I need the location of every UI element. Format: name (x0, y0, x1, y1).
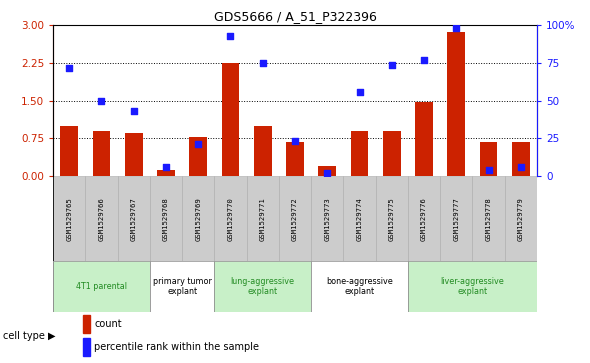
Bar (440, 176, 473, 261)
Text: GSM1529767: GSM1529767 (131, 197, 137, 241)
Text: GSM1529773: GSM1529773 (324, 197, 330, 241)
Bar (473, 176, 504, 261)
Bar (157, 170, 175, 176)
Bar (383, 131, 401, 176)
Title: GDS5666 / A_51_P322396: GDS5666 / A_51_P322396 (214, 10, 376, 23)
Bar (182, 176, 214, 261)
Text: count: count (94, 319, 122, 330)
Bar (83, 338, 90, 356)
Text: GSM1529776: GSM1529776 (421, 197, 427, 241)
Text: liver-aggressive
explant: liver-aggressive explant (441, 277, 504, 297)
Point (64, 65, 74, 70)
Text: GSM1529765: GSM1529765 (66, 197, 72, 241)
Text: GSM1529779: GSM1529779 (518, 197, 524, 241)
Bar (189, 137, 207, 176)
Bar (86, 176, 117, 261)
Point (419, 57, 429, 63)
Bar (311, 176, 343, 261)
Text: lung-aggressive
explant: lung-aggressive explant (231, 277, 295, 297)
Bar (117, 176, 150, 261)
Bar (350, 131, 368, 176)
Text: GSM1529777: GSM1529777 (453, 197, 459, 241)
Point (194, 142, 203, 147)
Point (226, 33, 235, 39)
Text: GSM1529770: GSM1529770 (228, 197, 234, 241)
Bar (408, 176, 440, 261)
Bar (480, 142, 497, 176)
Bar (408, 261, 537, 312)
Bar (279, 176, 311, 261)
Bar (214, 261, 311, 312)
Text: percentile rank within the sample: percentile rank within the sample (94, 342, 260, 352)
Point (323, 170, 332, 176)
Bar (150, 261, 214, 312)
Text: bone-aggressive
explant: bone-aggressive explant (326, 277, 393, 297)
Text: 4T1 parental: 4T1 parental (76, 282, 127, 291)
Bar (343, 176, 376, 261)
Text: primary tumor
explant: primary tumor explant (153, 277, 212, 297)
Bar (150, 176, 182, 261)
Bar (319, 166, 336, 176)
Text: GSM1529771: GSM1529771 (260, 197, 266, 241)
Bar (504, 176, 537, 261)
Bar (214, 176, 247, 261)
Point (387, 62, 396, 68)
Bar (376, 176, 408, 261)
Bar (311, 261, 408, 312)
Bar (53, 261, 150, 312)
Bar (512, 142, 530, 176)
Point (290, 139, 300, 144)
Point (97, 98, 106, 104)
Point (355, 89, 364, 95)
Point (484, 167, 493, 173)
Point (516, 164, 526, 170)
Text: GSM1529768: GSM1529768 (163, 197, 169, 241)
Bar (53, 176, 86, 261)
Point (451, 25, 461, 31)
Bar (83, 315, 90, 333)
Text: GSM1529769: GSM1529769 (195, 197, 201, 241)
Text: GSM1529774: GSM1529774 (356, 197, 362, 241)
Text: GSM1529772: GSM1529772 (292, 197, 298, 241)
Point (258, 60, 267, 66)
Text: cell type ▶: cell type ▶ (3, 331, 55, 341)
Bar (254, 126, 271, 176)
Point (129, 109, 139, 114)
Text: GSM1529766: GSM1529766 (99, 197, 104, 241)
Bar (60, 126, 78, 176)
Bar (222, 63, 240, 176)
Bar (93, 131, 110, 176)
Text: GSM1529778: GSM1529778 (486, 197, 491, 241)
Bar (415, 102, 433, 176)
Bar (286, 142, 304, 176)
Bar (447, 32, 465, 176)
Bar (247, 176, 279, 261)
Point (161, 164, 171, 170)
Bar (125, 133, 143, 176)
Text: GSM1529775: GSM1529775 (389, 197, 395, 241)
